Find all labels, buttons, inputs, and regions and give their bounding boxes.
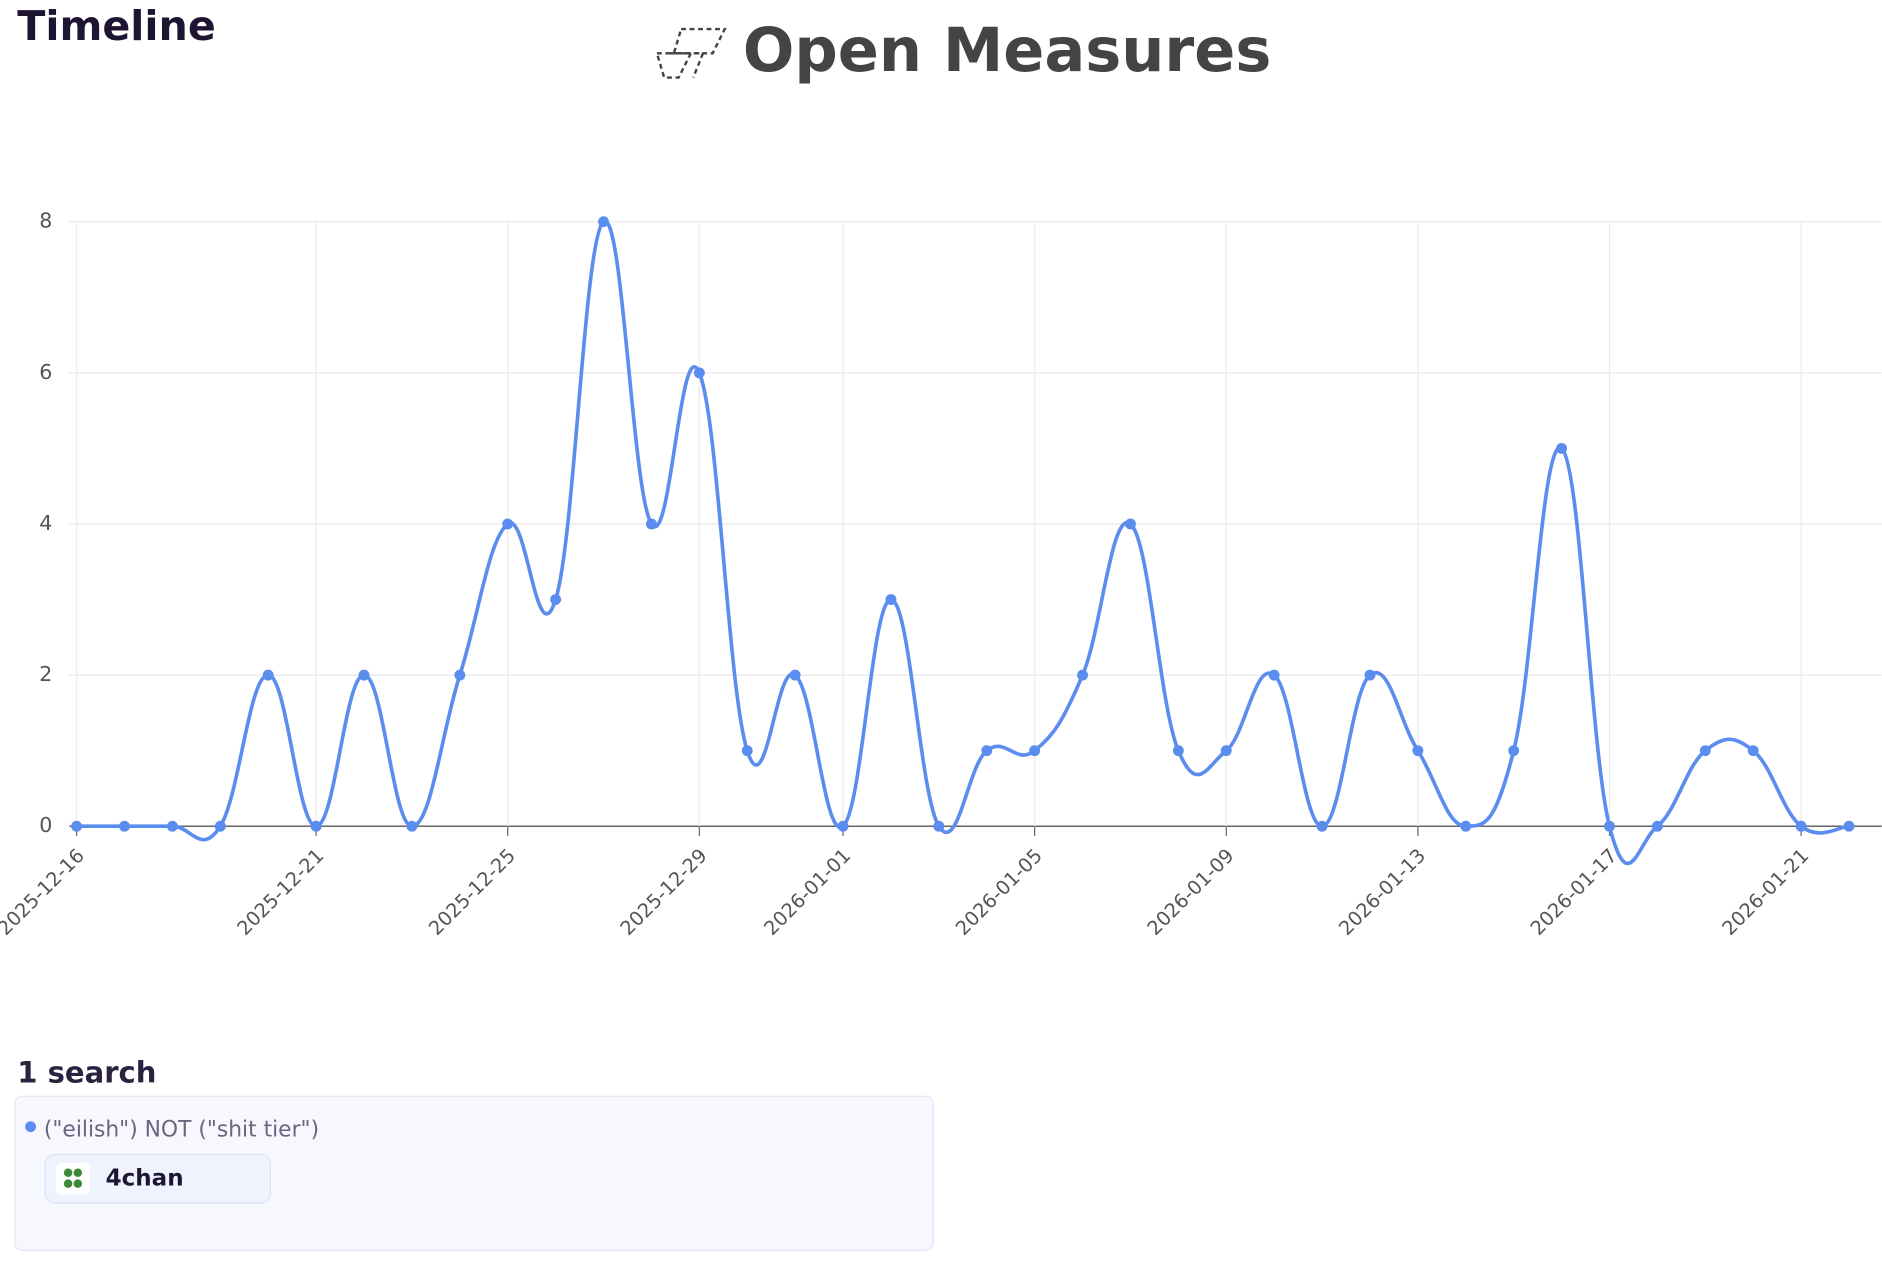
point — [214, 820, 226, 832]
point — [71, 820, 83, 832]
plot: 0 2 4 6 8 2025-12-16 2025-12-21 2025-12-25 2025-… — [0, 209, 1882, 940]
point — [550, 594, 562, 605]
search-card — [14, 1095, 934, 1251]
series-dot — [25, 1121, 37, 1133]
point — [789, 669, 801, 681]
point — [981, 745, 993, 757]
point — [645, 518, 657, 530]
point — [1220, 745, 1232, 757]
point — [1460, 820, 1472, 832]
point — [741, 745, 753, 757]
point — [454, 669, 466, 681]
point — [1316, 820, 1328, 832]
point — [166, 820, 178, 832]
source-name[interactable]: 4chan — [106, 1165, 184, 1191]
point — [1412, 745, 1424, 757]
source-icon — [63, 1168, 83, 1188]
point — [502, 518, 514, 530]
x-tick-label: 2026-01-09 — [1143, 844, 1239, 940]
x-tick-label: 2026-01-01 — [759, 844, 855, 940]
x-tick-label: 2026-01-21 — [1717, 844, 1813, 940]
y-tick-label: 2 — [39, 662, 52, 686]
point — [933, 820, 945, 832]
point — [885, 594, 897, 605]
point — [1699, 745, 1711, 757]
y-tick-label: 8 — [39, 209, 52, 233]
point — [1843, 820, 1855, 832]
point — [1364, 669, 1376, 681]
x-tick-label: 2025-12-16 — [0, 844, 89, 940]
x-tick-label: 2025-12-29 — [616, 844, 712, 940]
x-tick-label: 2026-01-05 — [951, 844, 1047, 940]
point — [837, 820, 849, 832]
point — [119, 820, 130, 832]
point — [1508, 745, 1520, 757]
y-tick-label: 6 — [39, 360, 52, 384]
point — [693, 367, 705, 379]
y-tick-label: 0 — [39, 813, 52, 837]
point — [1747, 745, 1759, 757]
point — [1556, 442, 1568, 454]
point — [1172, 745, 1184, 757]
point — [1604, 820, 1615, 832]
source-chip[interactable] — [44, 1153, 272, 1204]
point — [1651, 820, 1663, 832]
point — [310, 820, 322, 832]
point — [406, 820, 418, 832]
point — [1125, 518, 1136, 530]
point — [598, 216, 609, 228]
x-tick-label: 2025-12-21 — [233, 844, 329, 940]
x-tick-label: 2026-01-13 — [1334, 844, 1430, 940]
brand: Open Measures — [743, 16, 1271, 86]
line — [76, 219, 1850, 866]
point — [1795, 820, 1807, 832]
y-tick-label: 4 — [39, 511, 52, 535]
point — [262, 669, 274, 681]
search-count: 1 search — [17, 1056, 156, 1090]
x-tick-label: 2026-01-17 — [1526, 844, 1622, 940]
point — [358, 669, 370, 681]
logo-icon — [655, 27, 727, 79]
source-icon-bg — [56, 1163, 90, 1195]
point — [1029, 745, 1041, 757]
point — [1077, 669, 1089, 681]
page-title: Timeline — [17, 2, 216, 50]
point — [1268, 669, 1280, 681]
search-query[interactable]: ("eilish") NOT ("shit tier") — [44, 1117, 319, 1142]
x-tick-label: 2025-12-25 — [424, 844, 520, 940]
